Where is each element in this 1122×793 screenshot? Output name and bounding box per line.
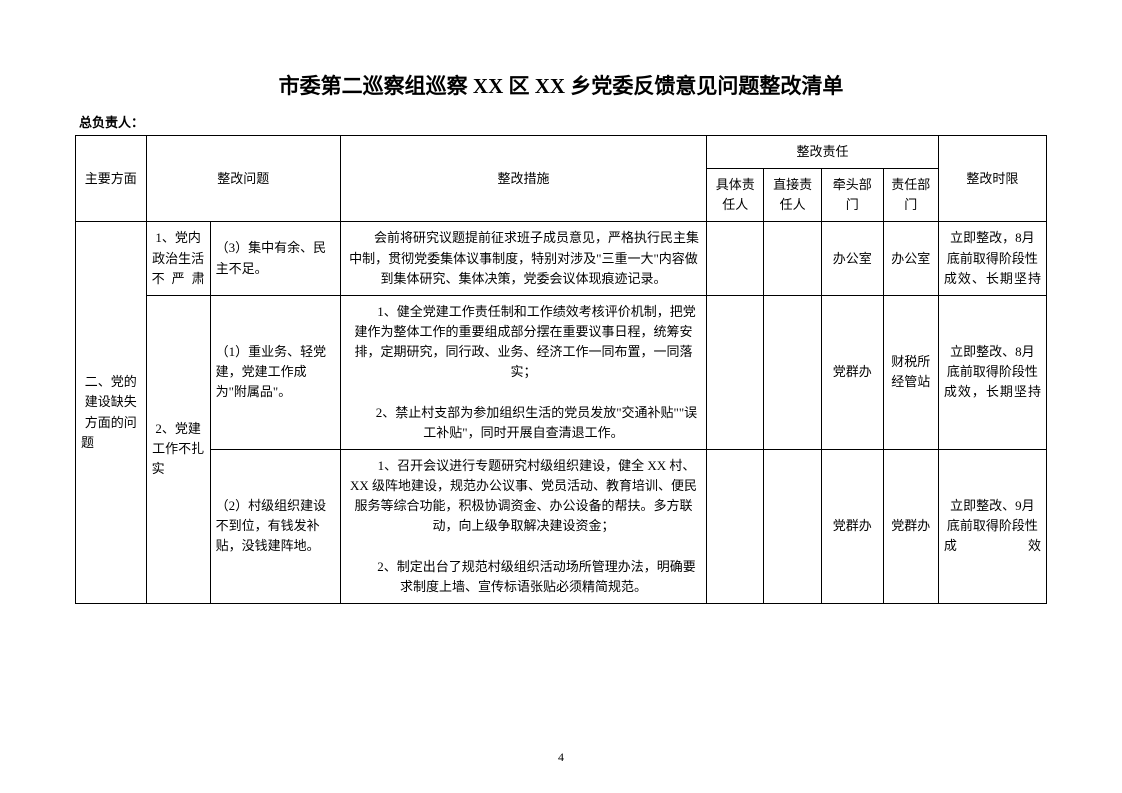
subheader-label: 总负责人：: [75, 112, 1047, 131]
resp-specific-cell: [707, 222, 764, 295]
resp-direct-cell: [764, 222, 821, 295]
aspect-cell: 二、党的建设缺失方面的问题: [76, 222, 147, 603]
rectification-table: 主要方面 整改问题 整改措施 整改责任 整改时限 具体责任人 直接责任人 牵头部…: [75, 135, 1047, 604]
resp-specific-cell: [707, 295, 764, 449]
problem-b-cell: （3）集中有余、民主不足。: [210, 222, 340, 295]
table-row: 2、党建工作不扎实 （1）重业务、轻党建，党建工作成为"附属品"。 1、健全党建…: [76, 295, 1047, 449]
problem-a-cell: 2、党建工作不扎实: [146, 295, 210, 603]
page-number: 4: [0, 750, 1122, 765]
measure-cell: 1、召开会议进行专题研究村级组织建设，健全 XX 村、XX 级阵地建设，规范办公…: [340, 449, 706, 603]
deadline-cell: 立即整改、8月底前取得阶段性成效，长期坚持: [938, 295, 1046, 449]
deadline-cell: 立即整改、9月底前取得阶段性成效: [938, 449, 1046, 603]
header-resp-specific: 具体责任人: [707, 169, 764, 222]
header-aspect: 主要方面: [76, 136, 147, 222]
resp-lead-dept-cell: 党群办: [821, 449, 883, 603]
table-row: （2）村级组织建设不到位，有钱发补贴，没钱建阵地。 1、召开会议进行专题研究村级…: [76, 449, 1047, 603]
resp-resp-dept-cell: 办公室: [883, 222, 938, 295]
header-problem: 整改问题: [146, 136, 340, 222]
resp-lead-dept-cell: 办公室: [821, 222, 883, 295]
header-resp-resp-dept: 责任部门: [883, 169, 938, 222]
deadline-cell: 立即整改，8月底前取得阶段性成效、长期坚持: [938, 222, 1046, 295]
measure-cell: 会前将研究议题提前征求班子成员意见，严格执行民主集中制，贯彻党委集体议事制度，特…: [340, 222, 706, 295]
measure-cell: 1、健全党建工作责任制和工作绩效考核评价机制，把党建作为整体工作的重要组成部分摆…: [340, 295, 706, 449]
problem-b-cell: （1）重业务、轻党建，党建工作成为"附属品"。: [210, 295, 340, 449]
header-row-1: 主要方面 整改问题 整改措施 整改责任 整改时限: [76, 136, 1047, 169]
resp-resp-dept-cell: 财税所 经管站: [883, 295, 938, 449]
resp-direct-cell: [764, 449, 821, 603]
problem-b-cell: （2）村级组织建设不到位，有钱发补贴，没钱建阵地。: [210, 449, 340, 603]
resp-lead-dept-cell: 党群办: [821, 295, 883, 449]
header-resp-lead-dept: 牵头部门: [821, 169, 883, 222]
table-row: 二、党的建设缺失方面的问题 1、党内政治生活不严肃 （3）集中有余、民主不足。 …: [76, 222, 1047, 295]
header-responsibility: 整改责任: [707, 136, 939, 169]
problem-a-cell: 1、党内政治生活不严肃: [146, 222, 210, 295]
resp-direct-cell: [764, 295, 821, 449]
header-resp-direct: 直接责任人: [764, 169, 821, 222]
page-title: 市委第二巡察组巡察 XX 区 XX 乡党委反馈意见问题整改清单: [75, 70, 1047, 100]
header-measure: 整改措施: [340, 136, 706, 222]
resp-resp-dept-cell: 党群办: [883, 449, 938, 603]
resp-specific-cell: [707, 449, 764, 603]
header-deadline: 整改时限: [938, 136, 1046, 222]
